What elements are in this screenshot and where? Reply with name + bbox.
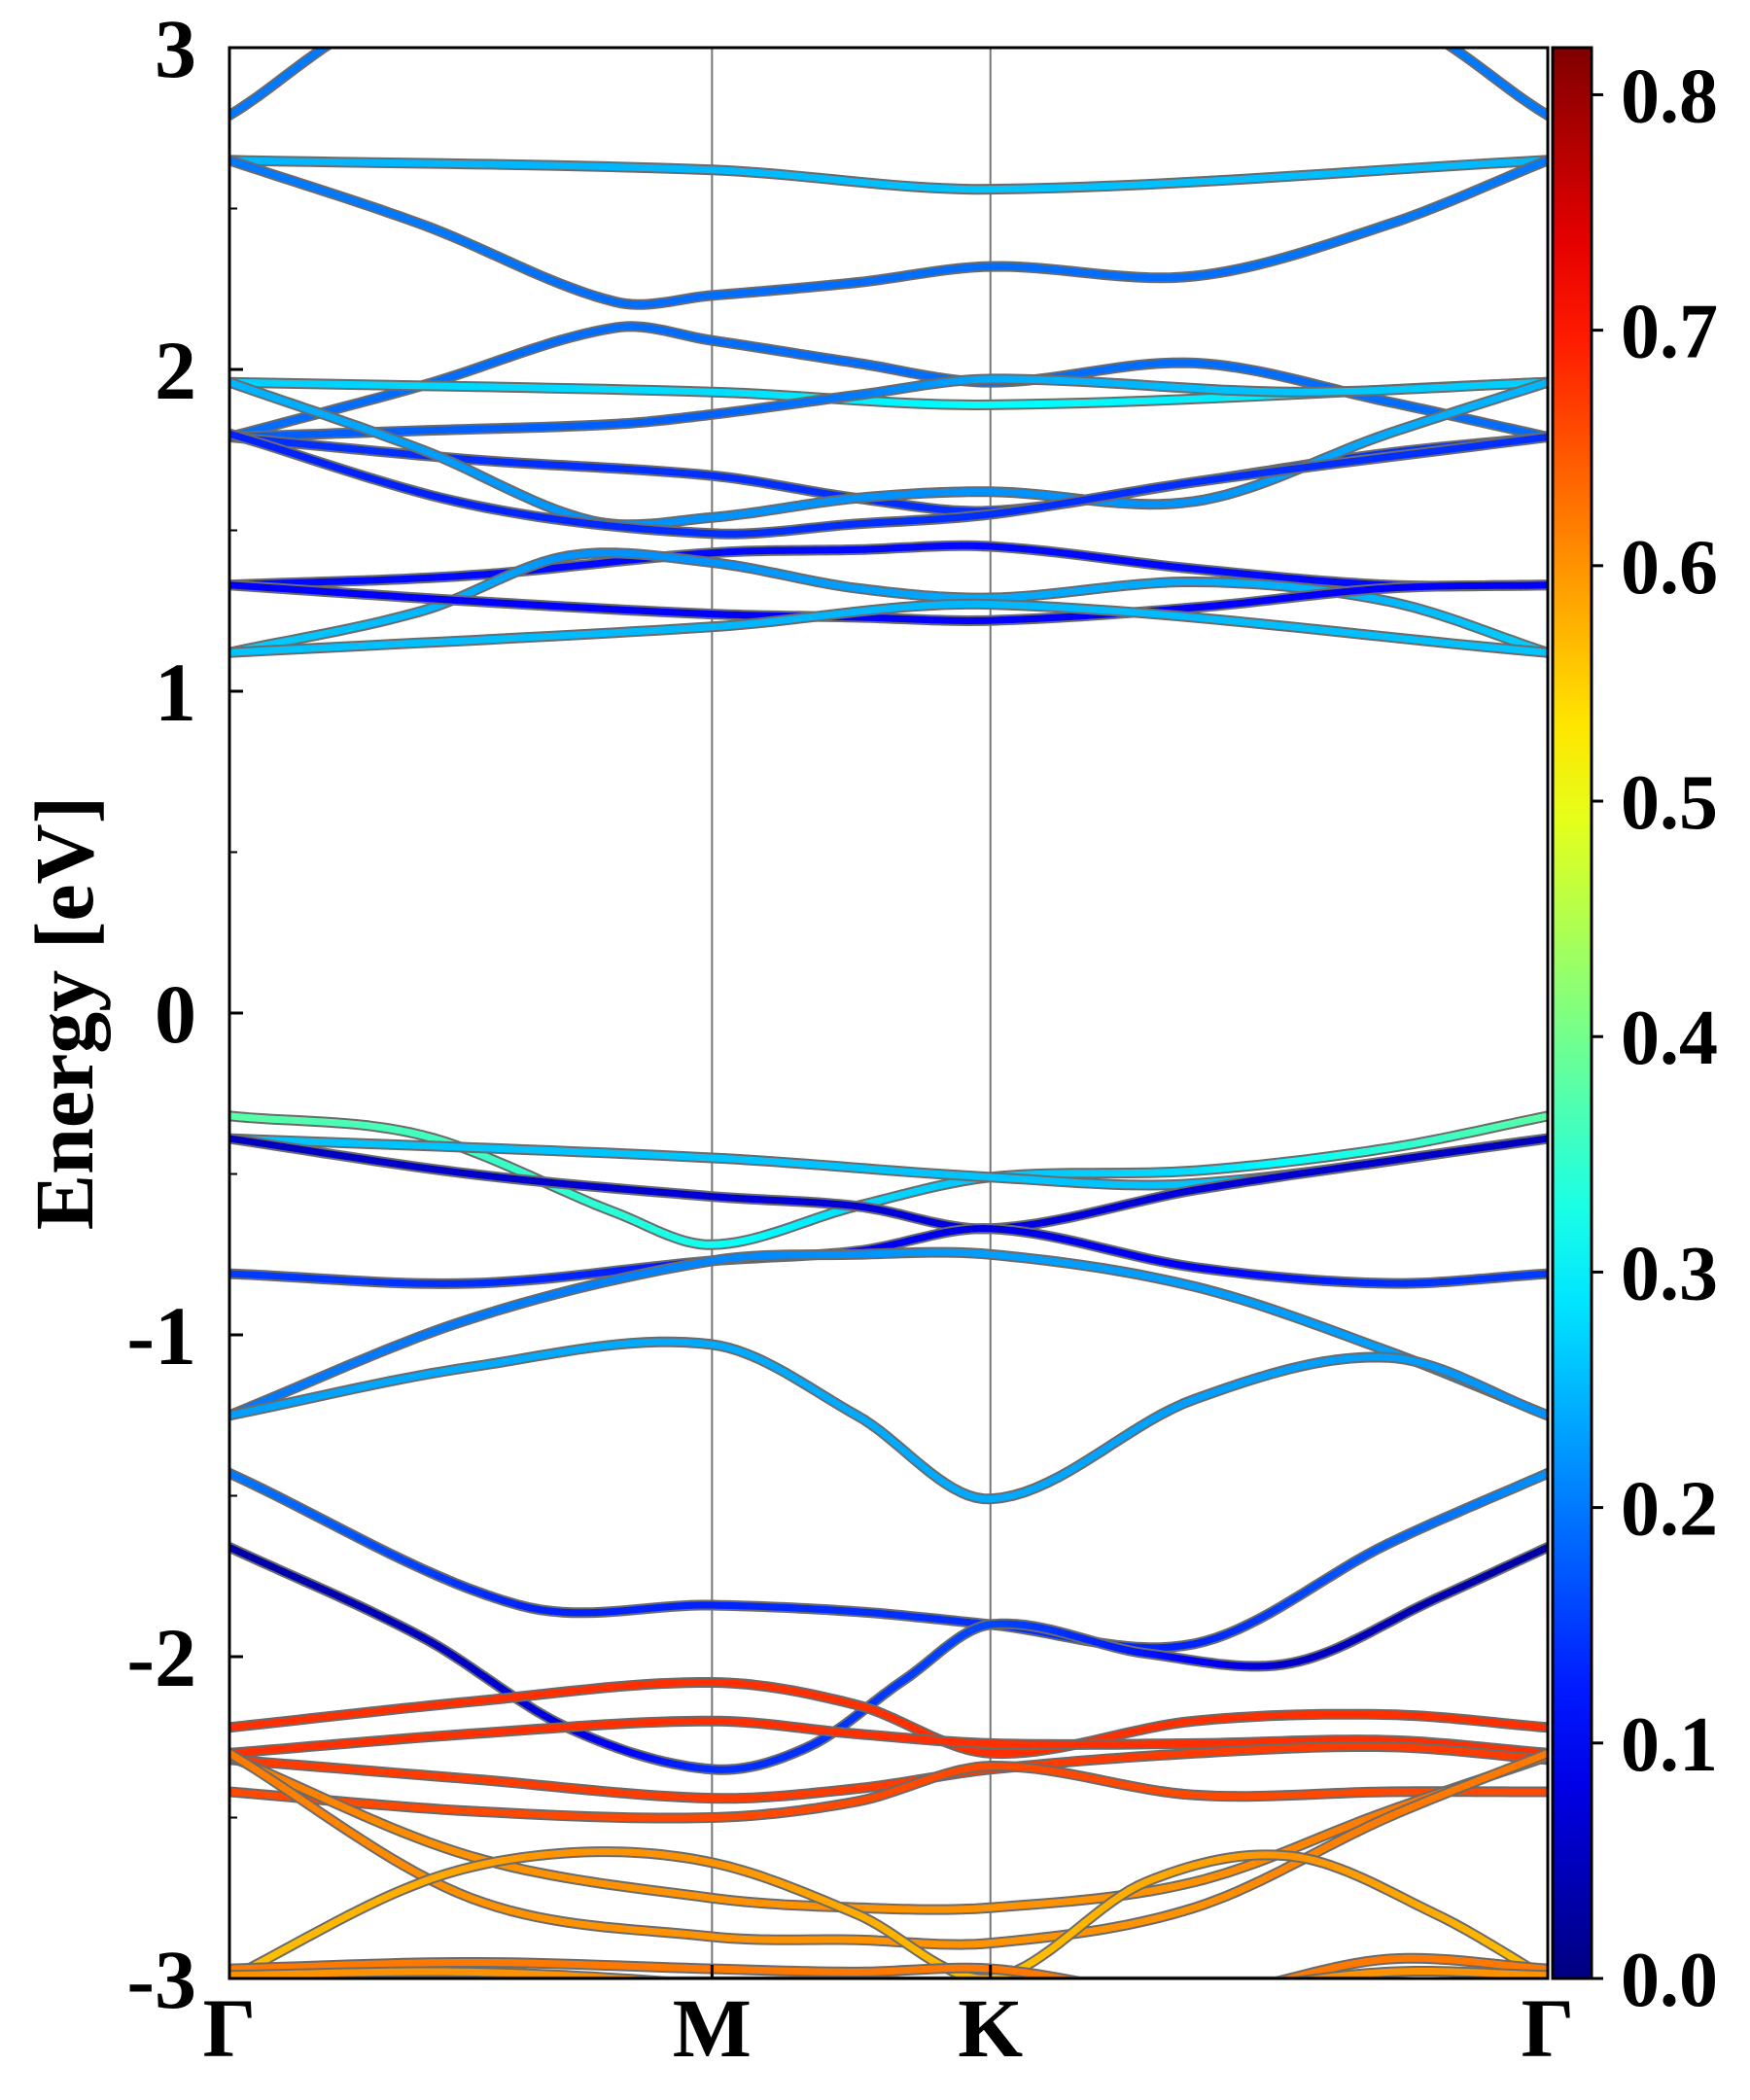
y-axis-ticks: 3 2 1 0 -1 -2 -3	[126, 2, 243, 2026]
y-tick-label: 1	[155, 646, 196, 739]
band-line	[229, 598, 1548, 658]
y-tick-label: 3	[155, 2, 196, 95]
band-lines	[229, 48, 1548, 1978]
x-tick-label: Γ	[1522, 1981, 1575, 2075]
y-axis-label: Energy [eV]	[18, 796, 111, 1231]
band-line	[229, 1677, 1548, 1760]
colorbar-gradient	[1551, 46, 1593, 1980]
y-tick-label: -2	[126, 1611, 196, 1704]
colorbar-tick-label: 0.1	[1621, 1702, 1718, 1788]
x-tick-label: M	[673, 1981, 752, 2075]
band-line	[229, 1715, 1548, 1759]
band-line	[229, 1246, 1548, 1421]
band-line	[229, 428, 1548, 540]
band-line	[229, 1467, 1548, 1654]
band-line	[229, 1747, 1548, 1950]
high-symmetry-lines	[711, 48, 992, 1978]
band-line	[229, 579, 1548, 626]
band-line	[229, 48, 1548, 121]
colorbar-tick-label: 0.8	[1621, 53, 1718, 139]
band-line	[229, 1952, 1548, 1978]
x-tick-label: K	[958, 1981, 1023, 2075]
band-line	[229, 155, 1548, 310]
colorbar-tick-label: 0.4	[1621, 996, 1718, 1081]
colorbar-tick-label: 0.0	[1621, 1938, 1718, 2023]
x-tick-label: Γ	[203, 1981, 257, 2075]
band-line	[229, 1966, 1548, 1978]
colorbar-tick-label: 0.6	[1621, 525, 1718, 611]
colorbar-tick-label: 0.7	[1621, 290, 1718, 375]
colorbar-tick-label: 0.2	[1621, 1467, 1718, 1553]
colorbar-tick-label: 0.5	[1621, 760, 1718, 846]
band-line	[229, 1336, 1548, 1505]
y-tick-label: 0	[155, 967, 196, 1061]
y-tick-label: -1	[126, 1289, 196, 1382]
band-line	[229, 1133, 1548, 1235]
colorbar: 0.0 0.1 0.2 0.3 0.4 0.5 0.6 0.7 0.8	[1551, 46, 1718, 2023]
y-tick-label: 2	[155, 324, 196, 417]
colorbar-tick-label: 0.3	[1621, 1231, 1718, 1316]
band-line	[229, 155, 1548, 195]
y-tick-label: -3	[126, 1933, 196, 2026]
